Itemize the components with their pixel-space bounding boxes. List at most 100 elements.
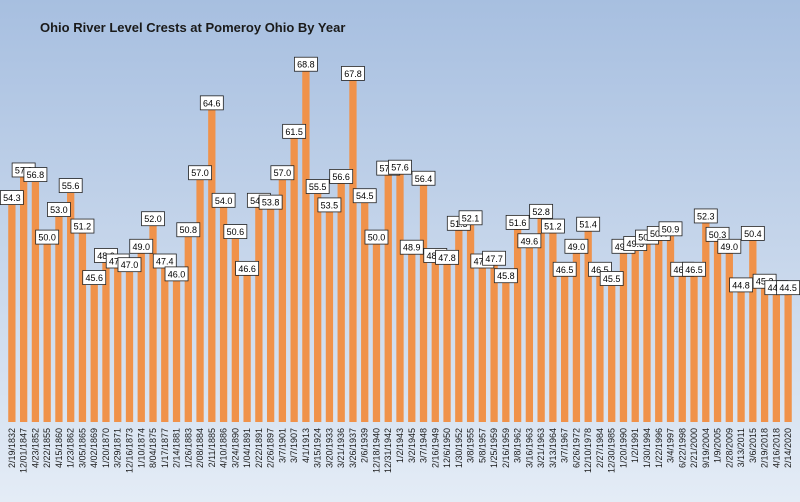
data-label-text: 61.5 — [285, 127, 303, 137]
x-tick-label: 12/10/1978 — [583, 428, 593, 473]
data-label: 47.0 — [117, 257, 142, 273]
data-label: 46.0 — [164, 266, 189, 282]
bar — [643, 238, 651, 422]
data-label-box — [458, 210, 483, 226]
data-label-box — [740, 226, 765, 241]
data-label-box — [58, 178, 83, 194]
x-tick-label: 3/8/1962 — [513, 428, 523, 463]
x-tick-label: 2/11/1885 — [207, 428, 217, 467]
data-label: 44.8 — [729, 277, 753, 293]
x-tick-label: 12/6/1950 — [442, 428, 452, 468]
bar — [243, 269, 251, 422]
data-label-box — [270, 165, 295, 181]
data-label-box — [364, 229, 389, 245]
data-label-box — [235, 260, 260, 276]
bar — [278, 173, 287, 422]
x-tick-label: 4/23/1852 — [30, 428, 40, 468]
data-label: 49.0 — [129, 238, 154, 254]
data-label: 53.8 — [258, 194, 283, 210]
data-label: 45.8 — [493, 268, 518, 284]
data-label-text: 52.0 — [144, 214, 162, 224]
data-label: 46.6 — [235, 260, 260, 276]
data-label-box — [199, 95, 224, 111]
x-tick-label: 3/7/1948 — [419, 428, 429, 463]
data-label-text: 56.4 — [415, 174, 433, 184]
x-tick-label: 1/20/1870 — [101, 428, 111, 468]
bar — [172, 274, 181, 422]
bar — [513, 223, 522, 422]
bar — [525, 241, 534, 422]
data-label-box — [294, 56, 318, 72]
data-label-box — [505, 214, 530, 230]
bar — [219, 201, 228, 422]
x-tick-label: 3/16/1963 — [524, 428, 534, 468]
data-label-text: 45.5 — [603, 274, 621, 284]
data-label-text: 46.6 — [238, 264, 256, 274]
bar — [67, 186, 75, 422]
data-label: 45.5 — [599, 271, 624, 286]
x-tick-label: 3/21/1963 — [536, 428, 546, 468]
data-label-text: 55.6 — [62, 181, 80, 191]
data-label-box — [282, 123, 307, 139]
bar — [455, 224, 463, 422]
data-label-box — [305, 179, 330, 194]
bar — [231, 232, 239, 422]
x-tick-label: 1/22/1996 — [654, 428, 664, 468]
bar — [114, 262, 122, 422]
bar — [161, 262, 169, 422]
bar — [678, 270, 686, 422]
data-label-box — [599, 271, 624, 286]
data-label-box — [482, 250, 506, 266]
bar — [419, 179, 428, 422]
data-label: 51.2 — [70, 218, 95, 234]
data-label-box — [717, 238, 742, 254]
data-label-text: 52.3 — [697, 211, 715, 221]
bar — [584, 225, 592, 422]
bar — [290, 132, 298, 422]
x-tick-label: 4/10/1886 — [219, 428, 229, 468]
x-tick-label: 1/30/1994 — [642, 428, 652, 468]
data-label: 52.3 — [693, 208, 718, 224]
data-label: 49.0 — [564, 238, 589, 254]
bar — [255, 201, 263, 422]
data-label: 46.5 — [552, 261, 577, 277]
data-label: 50.8 — [176, 222, 201, 238]
bar — [713, 235, 722, 422]
data-label: 51.2 — [541, 218, 565, 234]
x-tick-label: 2/22/1891 — [254, 428, 264, 468]
data-label: 48.9 — [399, 239, 424, 255]
bar — [772, 288, 780, 422]
x-tick-label: 8/04/1875 — [148, 428, 158, 468]
data-label-box — [529, 203, 554, 219]
data-label-box — [411, 170, 436, 186]
x-tick-label: 3/21/1936 — [336, 428, 346, 468]
x-tick-label: 2/27/1984 — [595, 428, 605, 468]
data-label: 46.5 — [682, 261, 706, 277]
data-label: 45.6 — [82, 270, 107, 285]
chart-title: Ohio River Level Crests at Pomeroy Ohio … — [40, 20, 346, 35]
data-label: 53.5 — [317, 197, 342, 213]
bar — [537, 212, 545, 422]
data-label-text: 56.6 — [332, 172, 350, 182]
data-label-box — [23, 167, 48, 182]
bar — [196, 173, 204, 422]
x-tick-label: 6/26/1972 — [571, 428, 581, 468]
data-label: 55.6 — [58, 178, 83, 194]
data-label: 47.8 — [435, 249, 459, 265]
bar — [125, 265, 134, 422]
data-label-box — [223, 224, 248, 239]
data-label-box — [541, 218, 565, 234]
bar — [90, 278, 98, 422]
data-label-box — [82, 270, 107, 285]
x-tick-label: 1/2/1943 — [395, 428, 405, 463]
data-label-text: 50.6 — [227, 227, 245, 237]
data-label-box — [693, 208, 718, 224]
x-tick-label: 4/15/1860 — [54, 428, 64, 468]
data-label: 51.4 — [576, 216, 601, 232]
data-label: 44.5 — [776, 280, 800, 296]
bar — [502, 276, 510, 422]
bar — [490, 259, 498, 422]
data-label: 64.6 — [199, 95, 224, 111]
data-label: 56.4 — [411, 170, 436, 186]
